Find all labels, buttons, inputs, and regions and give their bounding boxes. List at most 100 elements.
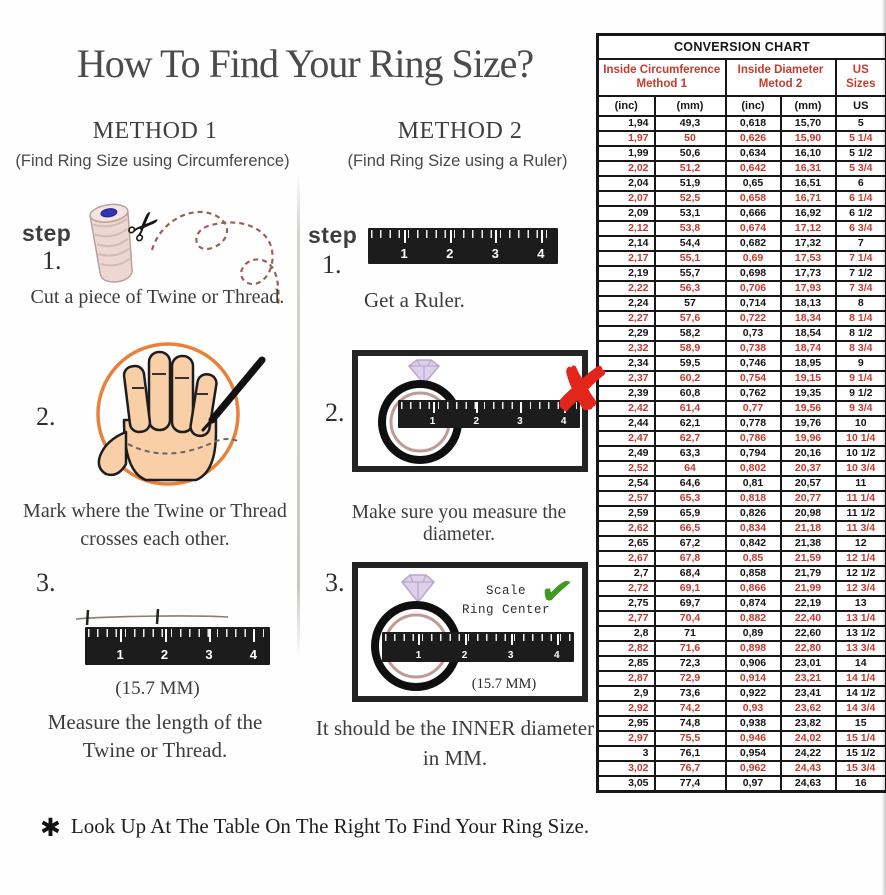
table-cell: 2,27 bbox=[596, 309, 656, 327]
table-row: 2,12 53,8 0,674 17,12 6 3/4 bbox=[596, 219, 886, 237]
conversion-table-body: 1,94 49,3 0,618 15,70 5 1,97 50 0,626 15,90 5 1/4… bbox=[596, 114, 886, 793]
marked-thread-illustration bbox=[75, 608, 229, 626]
table-cell: 11 bbox=[834, 474, 886, 492]
table-cell: 2,87 bbox=[596, 669, 656, 687]
table-cell: 15 bbox=[834, 714, 886, 732]
ruler-tick bbox=[495, 230, 498, 243]
ruler-tick bbox=[519, 402, 522, 413]
ruler-number: 1 bbox=[415, 650, 422, 661]
table-cell: 22,60 bbox=[779, 624, 837, 642]
ruler-tick bbox=[449, 230, 452, 243]
table-cell: 19,56 bbox=[779, 399, 837, 417]
ruler-tick bbox=[404, 230, 407, 243]
table-cell: 13 1/2 bbox=[834, 624, 886, 642]
table-cell: 17,73 bbox=[779, 264, 837, 282]
ruler-illustration: 1 2 3 4 bbox=[398, 400, 580, 428]
table-cell: 23,62 bbox=[779, 699, 837, 717]
table-cell: 10 bbox=[834, 414, 886, 432]
method1-step-label: step bbox=[22, 220, 72, 246]
table-cell: 2,24 bbox=[596, 294, 656, 312]
table-cell: 2,19 bbox=[596, 264, 656, 282]
table-cell: 69,1 bbox=[653, 579, 727, 597]
table-row: 2,29 58,2 0,73 18,54 8 1/2 bbox=[596, 324, 886, 342]
ruler-number: 1 bbox=[400, 246, 408, 261]
table-cell: 16,92 bbox=[779, 204, 837, 222]
table-cell: 52,5 bbox=[653, 189, 727, 207]
table-row: 2,9 73,6 0,922 23,41 14 1/2 bbox=[596, 684, 886, 702]
ruler-number: 1 bbox=[116, 647, 124, 662]
table-cell: 14 bbox=[834, 654, 886, 672]
table-row: 1,97 50 0,626 15,90 5 1/4 bbox=[596, 129, 886, 147]
table-cell: 50,6 bbox=[653, 144, 727, 162]
table-cell: 16 bbox=[834, 774, 886, 793]
table-cell: 16,71 bbox=[779, 189, 837, 207]
table-cell: 0,658 bbox=[724, 189, 782, 207]
ruler-number: 2 bbox=[160, 647, 169, 662]
table-cell: 0,85 bbox=[724, 549, 782, 567]
page-edge-shadow bbox=[882, 0, 886, 895]
table-cell: 16,51 bbox=[779, 174, 837, 192]
table-cell: 20,57 bbox=[779, 474, 837, 492]
table-row: 2,04 51,9 0,65 16,51 6 bbox=[596, 174, 886, 192]
table-cell: 76,1 bbox=[653, 744, 727, 762]
table-cell: 0,882 bbox=[724, 609, 782, 627]
method1-subtitle: (Find Ring Size using Circumference) bbox=[15, 152, 290, 170]
table-cell: 14 3/4 bbox=[834, 699, 886, 717]
table-cell: 0,634 bbox=[724, 144, 782, 162]
table-cell: 13 3/4 bbox=[834, 639, 886, 657]
table-row: 2,54 64,6 0,81 20,57 11 bbox=[596, 474, 886, 492]
twine-spool-illustration bbox=[89, 203, 133, 283]
ruler-minor-ticks bbox=[371, 230, 555, 238]
column-group-diameter: Inside Diameter Metod 2 bbox=[724, 58, 837, 97]
table-cell: 14 1/2 bbox=[834, 684, 886, 702]
table-cell: 1,99 bbox=[596, 144, 656, 162]
ruler-tick bbox=[432, 402, 435, 413]
table-row: 2,65 67,2 0,842 21,38 12 bbox=[596, 534, 886, 552]
table-cell: 76,7 bbox=[653, 759, 727, 777]
table-cell: 0,946 bbox=[724, 729, 782, 747]
table-cell: 64,6 bbox=[653, 474, 727, 492]
column-group-label: Inside Circumference bbox=[603, 64, 721, 76]
table-cell: 74,8 bbox=[653, 714, 727, 732]
table-cell: 63,3 bbox=[653, 444, 727, 462]
table-cell: 0,898 bbox=[724, 639, 782, 657]
ruler-tick bbox=[464, 634, 467, 645]
table-cell: 2,59 bbox=[596, 504, 656, 522]
ruler-minor-ticks bbox=[88, 629, 267, 637]
table-cell: 0,746 bbox=[724, 354, 782, 372]
table-cell: 24,02 bbox=[779, 729, 837, 747]
table-cell: 0,69 bbox=[724, 249, 782, 267]
table-cell: 0,674 bbox=[724, 219, 782, 237]
table-cell: 0,81 bbox=[724, 474, 782, 492]
method2-step3-caption-line1: It should be the INNER diameter bbox=[315, 716, 595, 740]
table-cell: 60,2 bbox=[653, 369, 727, 387]
table-row: 2,52 64 0,802 20,37 10 3/4 bbox=[596, 459, 886, 477]
scale-ring-center-note: Scale Ring Center bbox=[440, 582, 572, 621]
table-row: 2,67 67,8 0,85 21,59 12 1/4 bbox=[596, 549, 886, 567]
table-row: 2,07 52,5 0,658 16,71 6 1/4 bbox=[596, 189, 886, 207]
table-cell: 64 bbox=[653, 459, 727, 477]
table-cell: 0,922 bbox=[724, 684, 782, 702]
table-cell: 2,54 bbox=[596, 474, 656, 492]
table-row: 2,57 65,3 0,818 20,77 11 1/4 bbox=[596, 489, 886, 507]
table-cell: 0,698 bbox=[724, 264, 782, 282]
method2-heading: METHOD 2 bbox=[397, 118, 523, 144]
ruler-number: 4 bbox=[553, 650, 560, 661]
method1-heading: METHOD 1 bbox=[92, 118, 218, 144]
table-row: 2,34 59,5 0,746 18,95 9 bbox=[596, 354, 886, 372]
table-cell: 19,76 bbox=[779, 414, 837, 432]
table-cell: 9 1/4 bbox=[834, 369, 886, 387]
ruler-minor-ticks bbox=[385, 634, 571, 641]
check-mark-icon: ✔ bbox=[536, 566, 577, 618]
table-row: 2,97 75,5 0,946 24,02 15 1/4 bbox=[596, 729, 886, 747]
table-row: 2,24 57 0,714 18,13 8 bbox=[596, 294, 886, 312]
table-cell: 2,39 bbox=[596, 384, 656, 402]
table-cell: 0,714 bbox=[724, 294, 782, 312]
table-cell: 72,3 bbox=[653, 654, 727, 672]
table-cell: 2,34 bbox=[596, 354, 656, 372]
method1-step2-number: 2. bbox=[36, 402, 56, 431]
table-cell: 2,82 bbox=[596, 639, 656, 657]
table-cell: 0,786 bbox=[724, 429, 782, 447]
table-cell: 0,706 bbox=[724, 279, 782, 297]
table-cell: 58,2 bbox=[653, 324, 727, 342]
